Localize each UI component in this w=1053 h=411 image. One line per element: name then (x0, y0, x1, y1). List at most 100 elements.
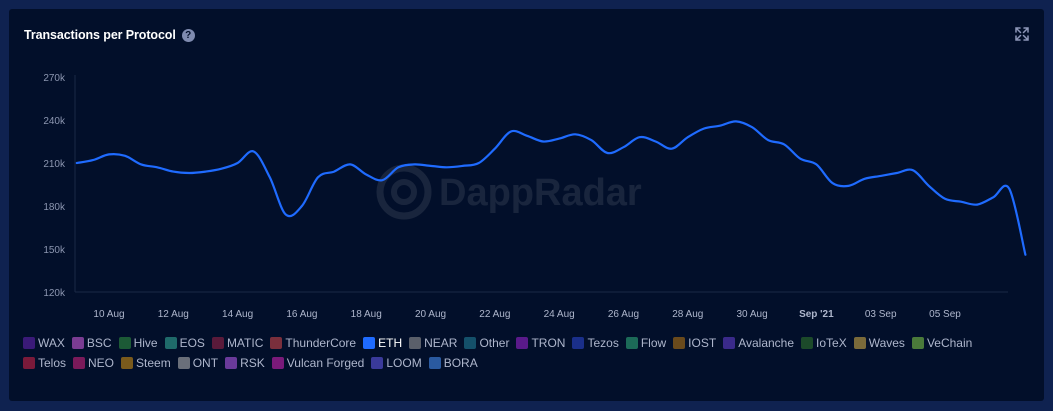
x-tick-label: 28 Aug (672, 309, 703, 320)
legend-label: Telos (38, 355, 67, 370)
legend-label: BORA (443, 355, 478, 370)
legend-item-vechain[interactable]: VeChain (911, 335, 973, 350)
chart-header: Transactions per Protocol ? (24, 26, 195, 44)
legend-swatch (118, 336, 131, 349)
y-tick-label: 120k (43, 288, 66, 299)
legend-swatch (516, 336, 529, 349)
legend-item-near[interactable]: NEAR (409, 335, 457, 350)
legend-label: ONT (192, 355, 219, 370)
legend-label: NEAR (424, 335, 458, 350)
legend-label: TRON (531, 335, 566, 350)
legend-item-telos[interactable]: Telos (23, 355, 66, 370)
legend-label: BSC (86, 335, 112, 350)
legend-swatch (723, 336, 736, 349)
legend-item-tron[interactable]: TRON (516, 335, 565, 350)
legend-item-hive[interactable]: Hive (118, 335, 158, 350)
x-tick-label: 03 Sep (865, 309, 897, 320)
legend-item-steem[interactable]: Steem (121, 355, 171, 370)
x-tick-label: Sep '21 (799, 309, 834, 320)
legend-item-iost[interactable]: IOST (673, 335, 716, 350)
legend-item-bora[interactable]: BORA (428, 355, 478, 370)
x-tick-label: 14 Aug (222, 309, 253, 320)
legend-item-other[interactable]: Other (464, 335, 509, 350)
legend-item-matic[interactable]: MATIC (211, 335, 264, 350)
legend-swatch (363, 336, 376, 349)
watermark: DappRadar (376, 164, 642, 220)
legend-label: LOOM (386, 355, 422, 370)
legend-item-neo[interactable]: NEO (73, 355, 114, 370)
legend-label: NEO (88, 355, 115, 370)
chart-card: Transactions per Protocol ? (9, 9, 1044, 401)
expand-arrows-icon[interactable] (1015, 27, 1029, 41)
y-tick-label: 210k (43, 159, 66, 170)
dappradar-logo-icon (376, 164, 432, 220)
legend-label: VeChain (926, 335, 973, 350)
legend-swatch (164, 336, 177, 349)
legend-label: MATIC (226, 335, 264, 350)
legend-label: WAX (38, 335, 65, 350)
legend-swatch (23, 336, 35, 349)
legend-label: Hive (133, 335, 158, 350)
x-tick-label: 12 Aug (158, 309, 189, 320)
x-tick-label: 24 Aug (544, 309, 575, 320)
legend-swatch (23, 356, 35, 369)
legend-label: Flow (640, 335, 667, 350)
x-tick-label: 16 Aug (286, 309, 317, 320)
x-tick-label: 10 Aug (93, 309, 124, 320)
watermark-text: DappRadar (439, 172, 642, 214)
legend-swatch (572, 336, 585, 349)
legend-swatch (71, 336, 84, 349)
legend-item-wax[interactable]: WAX (23, 335, 65, 350)
legend-swatch (911, 336, 924, 349)
legend-swatch (464, 336, 477, 349)
legend-item-loom[interactable]: LOOM (371, 355, 422, 370)
legend-label: Vulcan Forged (286, 355, 365, 370)
y-tick-label: 270k (43, 73, 66, 84)
legend-swatch (225, 356, 238, 369)
y-tick-label: 240k (43, 116, 66, 127)
legend-swatch (625, 336, 638, 349)
legend-swatch (853, 336, 866, 349)
legend-item-avalanche[interactable]: Avalanche (723, 335, 794, 350)
legend-item-thundercore[interactable]: ThunderCore (270, 335, 356, 350)
legend-item-rsk[interactable]: RSK (225, 355, 265, 370)
legend-item-eos[interactable]: EOS (164, 335, 205, 350)
legend-label: RSK (240, 355, 265, 370)
x-tick-label: 22 Aug (479, 309, 510, 320)
x-tick-label: 18 Aug (351, 309, 382, 320)
legend-swatch (177, 356, 190, 369)
legend-swatch (73, 356, 86, 369)
legend-label: Steem (136, 355, 171, 370)
legend-label: ETH (378, 335, 403, 350)
legend-swatch (271, 356, 284, 369)
legend-item-iotex[interactable]: IoTeX (801, 335, 847, 350)
legend-item-eth[interactable]: ETH (363, 335, 402, 350)
legend-item-flow[interactable]: Flow (625, 335, 667, 350)
chart-title: Transactions per Protocol (24, 28, 176, 42)
legend-item-tezos[interactable]: Tezos (572, 335, 619, 350)
legend-label: Waves (868, 335, 905, 350)
legend-item-ont[interactable]: ONT (177, 355, 219, 370)
legend-swatch (211, 336, 224, 349)
x-tick-label: 30 Aug (736, 309, 767, 320)
legend-item-bsc[interactable]: BSC (71, 335, 112, 350)
legend-item-waves[interactable]: Waves (853, 335, 905, 350)
legend-label: Tezos (587, 335, 619, 350)
legend-swatch (428, 356, 441, 369)
y-tick-label: 180k (43, 202, 66, 213)
x-tick-label: 26 Aug (608, 309, 639, 320)
y-tick-label: 150k (43, 245, 66, 256)
legend-swatch (371, 356, 384, 369)
legend-item-vulcan-forged[interactable]: Vulcan Forged (271, 355, 365, 370)
series-line-eth[interactable] (75, 120, 1027, 256)
question-circle-icon[interactable]: ? (181, 29, 195, 42)
legend-label: ThunderCore (285, 335, 357, 350)
x-tick-label: 05 Sep (929, 309, 961, 320)
legend-swatch (270, 336, 283, 349)
legend-swatch (409, 336, 422, 349)
legend-label: Other (479, 335, 510, 350)
legend-swatch (801, 336, 814, 349)
legend-swatch (673, 336, 686, 349)
legend-label: Avalanche (738, 335, 795, 350)
